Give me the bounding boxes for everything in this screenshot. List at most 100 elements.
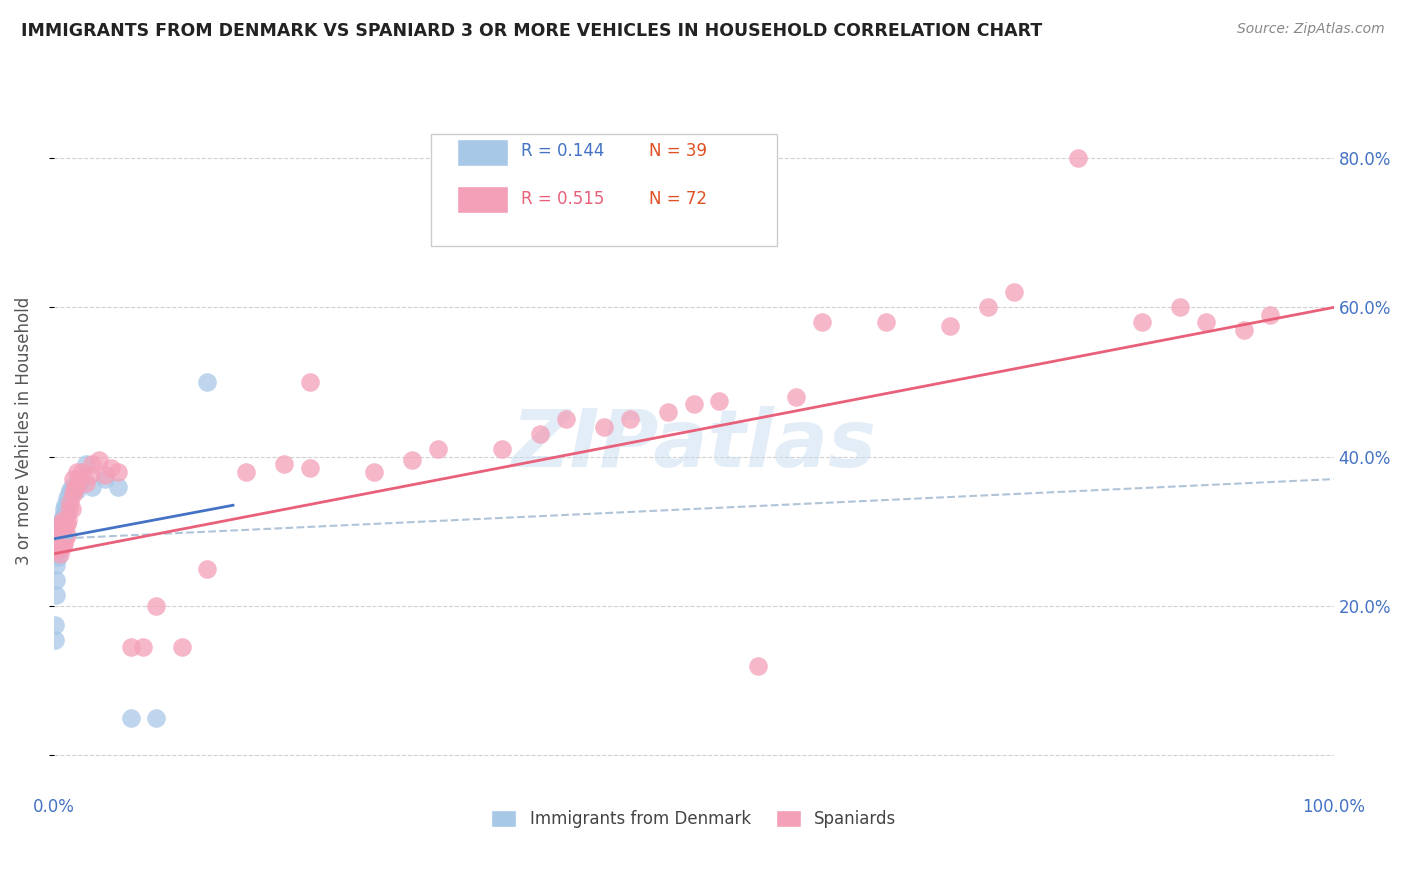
Point: [46, 543, 69, 558]
Point: [45, 524, 67, 539]
Point: [75, 475, 97, 490]
Point: [51, 524, 73, 539]
Point: [657, 405, 679, 419]
Point: [298, 375, 321, 389]
Point: [63, 483, 86, 498]
Point: [65, 479, 87, 493]
Point: [145, 711, 167, 725]
Point: [107, 479, 129, 493]
Point: [75, 457, 97, 471]
FancyBboxPatch shape: [457, 139, 508, 166]
Point: [51, 513, 73, 527]
Point: [170, 640, 193, 654]
Point: [58, 487, 80, 501]
Point: [44, 528, 66, 542]
Point: [491, 442, 513, 457]
Point: [66, 465, 89, 479]
Point: [52, 513, 75, 527]
Point: [197, 375, 219, 389]
Text: N = 39: N = 39: [650, 142, 707, 160]
Point: [49, 547, 72, 561]
Point: [45, 588, 67, 602]
Point: [44, 617, 66, 632]
Point: [87, 453, 110, 467]
Point: [53, 498, 76, 512]
Point: [401, 453, 423, 467]
Point: [45, 573, 67, 587]
Point: [273, 457, 295, 471]
Point: [49, 516, 72, 531]
Point: [554, 412, 576, 426]
Point: [46, 550, 69, 565]
Point: [709, 393, 731, 408]
Point: [52, 509, 75, 524]
Point: [60, 479, 83, 493]
Point: [94, 472, 117, 486]
Point: [785, 390, 807, 404]
Point: [55, 516, 77, 531]
Point: [46, 528, 69, 542]
Y-axis label: 3 or more Vehicles in Household: 3 or more Vehicles in Household: [15, 296, 32, 565]
Point: [46, 535, 69, 549]
Point: [1002, 285, 1025, 300]
Point: [1258, 308, 1281, 322]
Point: [48, 528, 70, 542]
Point: [66, 483, 89, 498]
Point: [56, 513, 79, 527]
Point: [59, 494, 82, 508]
Point: [79, 468, 101, 483]
Point: [120, 640, 142, 654]
Point: [1233, 323, 1256, 337]
Point: [48, 535, 70, 549]
Point: [45, 558, 67, 572]
Point: [58, 502, 80, 516]
Legend: Immigrants from Denmark, Spaniards: Immigrants from Denmark, Spaniards: [485, 804, 903, 835]
Point: [977, 301, 1000, 315]
Point: [132, 640, 155, 654]
Point: [938, 319, 960, 334]
Point: [63, 483, 86, 498]
Point: [747, 658, 769, 673]
Point: [49, 535, 72, 549]
Text: R = 0.144: R = 0.144: [522, 142, 605, 160]
Point: [44, 539, 66, 553]
FancyBboxPatch shape: [457, 186, 508, 213]
Point: [59, 483, 82, 498]
Point: [44, 632, 66, 647]
Text: Source: ZipAtlas.com: Source: ZipAtlas.com: [1237, 22, 1385, 37]
Point: [53, 516, 76, 531]
Point: [48, 532, 70, 546]
Point: [53, 502, 76, 516]
Text: ZIPatlas: ZIPatlas: [512, 406, 876, 484]
Point: [52, 539, 75, 553]
Point: [53, 521, 76, 535]
Point: [875, 315, 897, 329]
Point: [48, 524, 70, 539]
Point: [53, 535, 76, 549]
Point: [55, 491, 77, 505]
Point: [82, 457, 104, 471]
Point: [82, 479, 104, 493]
Point: [55, 506, 77, 520]
Point: [48, 521, 70, 535]
Point: [197, 562, 219, 576]
Text: IMMIGRANTS FROM DENMARK VS SPANIARD 3 OR MORE VEHICLES IN HOUSEHOLD CORRELATION : IMMIGRANTS FROM DENMARK VS SPANIARD 3 OR…: [21, 22, 1042, 40]
Point: [100, 461, 122, 475]
Point: [94, 468, 117, 483]
Point: [62, 472, 84, 486]
Text: R = 0.515: R = 0.515: [522, 190, 605, 208]
Point: [55, 528, 77, 542]
Point: [1168, 301, 1191, 315]
Point: [52, 521, 75, 535]
Point: [49, 516, 72, 531]
Point: [1130, 315, 1153, 329]
Point: [1066, 151, 1088, 165]
Point: [70, 465, 93, 479]
Point: [810, 315, 832, 329]
Point: [619, 412, 641, 426]
Point: [235, 465, 257, 479]
Point: [51, 539, 73, 553]
Point: [682, 397, 704, 411]
Point: [363, 465, 385, 479]
Point: [67, 472, 90, 486]
